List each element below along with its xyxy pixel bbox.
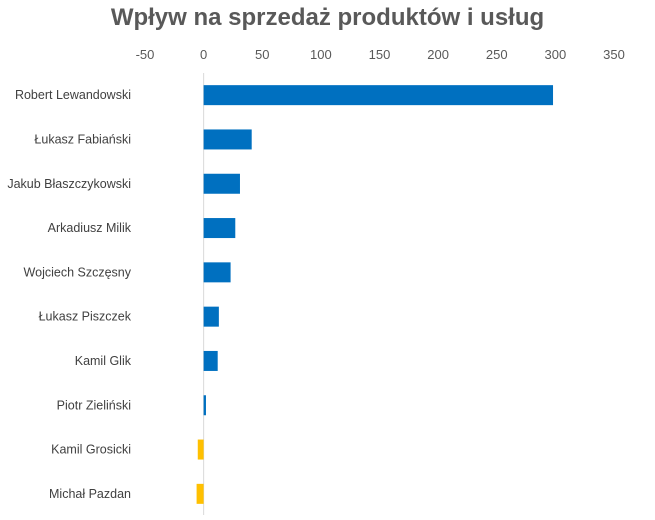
bar (203, 129, 252, 150)
category-label: Piotr Zieliński (57, 398, 131, 412)
x-tick-label: 350 (603, 47, 625, 62)
bar (196, 483, 204, 504)
chart-title: Wpływ na sprzedaż produktów i usług (110, 4, 545, 31)
category-label: Robert Lewandowski (15, 88, 131, 102)
category-label: Arkadiusz Milik (48, 221, 132, 235)
category-label: Wojciech Szczęsny (24, 265, 132, 279)
x-tick-label: 0 (200, 47, 207, 62)
bar (203, 218, 236, 239)
category-label: Kamil Glik (75, 354, 132, 368)
x-tick-label: 300 (545, 47, 567, 62)
bar (203, 85, 554, 106)
bar (203, 262, 231, 283)
x-tick-label: 100 (310, 47, 332, 62)
x-tick-label: -50 (136, 47, 155, 62)
bar (197, 439, 204, 460)
bar (203, 395, 206, 416)
category-label: Łukasz Piszczek (39, 310, 132, 324)
category-label: Kamil Grosicki (51, 443, 131, 457)
bar (203, 306, 219, 327)
bar (203, 173, 240, 194)
bar (203, 350, 218, 371)
x-tick-label: 150 (369, 47, 391, 62)
x-tick-label: 50 (255, 47, 269, 62)
category-label: Łukasz Fabiański (34, 132, 131, 146)
category-label: Michał Pazdan (49, 487, 131, 501)
category-label: Jakub Błaszczykowski (7, 177, 131, 191)
x-tick-label: 250 (486, 47, 508, 62)
x-tick-label: 200 (427, 47, 449, 62)
